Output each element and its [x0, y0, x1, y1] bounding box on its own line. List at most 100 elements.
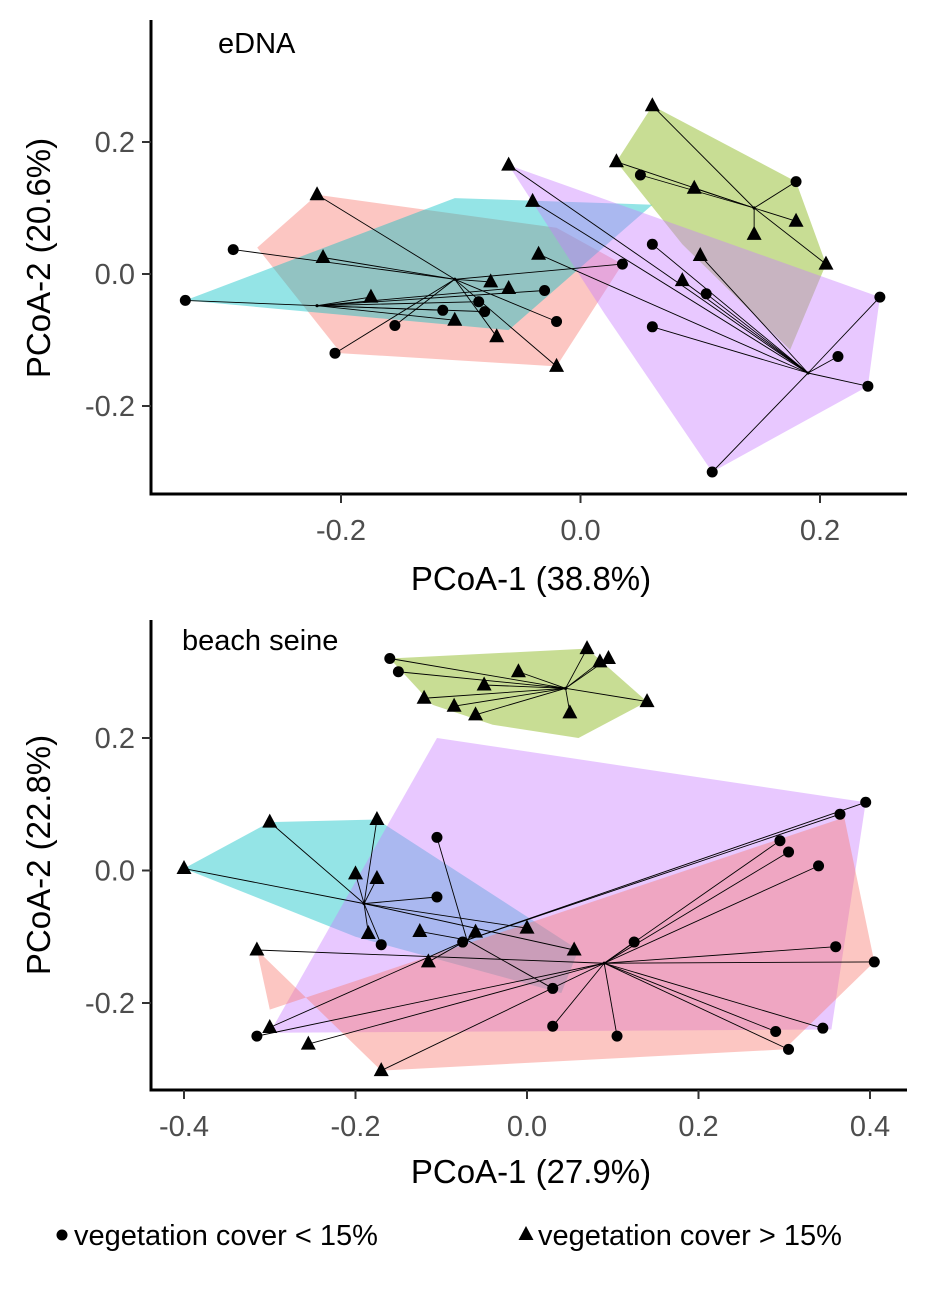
data-point-triangle — [644, 97, 660, 112]
panel-label: eDNA — [218, 28, 296, 60]
group-centroid-4 — [806, 371, 810, 375]
spider-line-4-1 — [508, 164, 809, 374]
data-point-triangle — [369, 869, 385, 884]
spider-line-1-8 — [565, 648, 588, 689]
group-hull-1 — [257, 194, 623, 367]
data-point-triangle — [566, 941, 582, 956]
data-point-circle — [179, 294, 191, 306]
data-point-triangle — [818, 255, 834, 270]
data-point-circle — [611, 1030, 623, 1042]
data-point-triangle — [363, 288, 379, 303]
legend-label-circle: vegetation cover < 15% — [74, 1220, 378, 1252]
data-point-triangle — [262, 1019, 278, 1034]
data-point-triangle — [446, 697, 462, 712]
y-axis-title: PCoA-2 (20.6%) — [20, 138, 57, 378]
data-point-triangle — [692, 247, 708, 262]
x-tick-label: 0.0 — [560, 515, 600, 547]
legend: vegetation cover < 15% vegetation cover … — [56, 1220, 842, 1252]
panel-label: beach seine — [182, 625, 338, 657]
data-point-triangle — [608, 153, 624, 168]
data-point-triangle — [510, 663, 526, 678]
spider-line-2-5 — [317, 301, 479, 307]
spider-line-4-8 — [652, 326, 809, 374]
group-centroid-1 — [563, 686, 568, 690]
data-point-circle — [783, 846, 795, 858]
data-point-circle — [634, 169, 646, 181]
spider-line-3-8 — [466, 801, 866, 941]
data-point-circle — [251, 1030, 263, 1042]
data-point-triangle — [315, 249, 331, 263]
data-point-circle — [862, 380, 874, 392]
spider-line-1-6 — [454, 278, 491, 283]
data-point-triangle — [501, 280, 517, 295]
spider-line-4-10 — [603, 865, 819, 964]
spider-line-1-2 — [398, 671, 566, 689]
data-point-circle — [547, 1020, 559, 1032]
spider-line-4-1 — [256, 949, 605, 964]
data-point-triangle — [468, 706, 484, 721]
spider-line-3-8 — [753, 207, 827, 265]
data-point-triangle — [262, 813, 278, 828]
spider-line-3-7 — [466, 813, 841, 941]
spider-line-4-5 — [699, 255, 809, 374]
y-axis-title: PCoA-2 (22.8%) — [20, 735, 57, 975]
spider-line-1-4 — [334, 278, 455, 354]
data-point-circle — [830, 941, 842, 953]
data-point-triangle — [476, 676, 492, 691]
data-point-circle — [431, 891, 443, 903]
group-hull-4 — [256, 817, 875, 1071]
spider-line-2-4 — [317, 305, 455, 321]
data-point-circle — [783, 1043, 795, 1055]
spider-line-2-6 — [317, 305, 485, 313]
data-point-triangle — [468, 923, 484, 938]
group-centroid-2 — [362, 902, 366, 906]
group-hull-1 — [389, 648, 647, 738]
data-point-circle — [628, 936, 640, 948]
data-point-circle — [770, 1025, 782, 1037]
spider-line-4-3 — [538, 253, 809, 374]
data-point-circle — [392, 666, 404, 678]
spider-line-1-3 — [424, 687, 566, 699]
spider-line-3-5 — [753, 181, 797, 209]
data-point-triangle — [373, 1062, 389, 1077]
group-centroid-3 — [752, 206, 756, 210]
spider-line-4-11 — [807, 372, 868, 387]
data-point-circle — [700, 288, 712, 300]
data-point-circle — [706, 466, 718, 478]
data-point-triangle — [531, 245, 547, 260]
spider-line-4-6 — [603, 963, 618, 1037]
data-point-triangle — [249, 941, 265, 956]
data-point-circle — [479, 306, 491, 318]
spider-line-1-1 — [389, 658, 566, 689]
spider-line-3-6 — [466, 939, 553, 989]
data-point-triangle — [746, 225, 762, 240]
spider-line-4-2 — [256, 962, 605, 1037]
data-point-triangle — [360, 924, 376, 939]
data-point-circle — [868, 956, 880, 968]
spider-line-4-15 — [603, 962, 789, 1050]
data-point-circle — [473, 296, 485, 308]
data-point-circle — [551, 316, 563, 328]
group-centroid-4 — [602, 961, 606, 965]
data-point-circle — [547, 982, 559, 994]
data-point-circle — [646, 321, 658, 333]
data-point-circle — [227, 244, 239, 256]
spider-line-3-1 — [652, 105, 755, 209]
spider-line-2-2 — [269, 821, 365, 904]
spider-line-1-5 — [475, 687, 566, 716]
spider-line-4-11 — [604, 946, 836, 964]
data-point-circle — [329, 347, 341, 359]
data-point-circle — [384, 653, 396, 664]
data-point-triangle — [412, 922, 428, 937]
panel-beach-seine: -0.4 -0.2 0.0 0.2 0.4 -0.2 0.0 0.2 PCoA-1 (27.9%… — [20, 620, 907, 1190]
data-point-triangle — [639, 693, 655, 708]
y-tick-label: 0.2 — [95, 127, 135, 159]
spider-line-1-6 — [484, 684, 566, 689]
x-tick-label: 0.4 — [850, 1111, 890, 1143]
group-hull-3 — [616, 105, 826, 350]
spider-line-3-1 — [436, 837, 468, 941]
spider-line-4-4 — [381, 962, 605, 1071]
spider-line-1-9 — [454, 278, 557, 367]
data-point-circle — [813, 860, 825, 872]
x-tick-label: 0.0 — [507, 1111, 547, 1143]
